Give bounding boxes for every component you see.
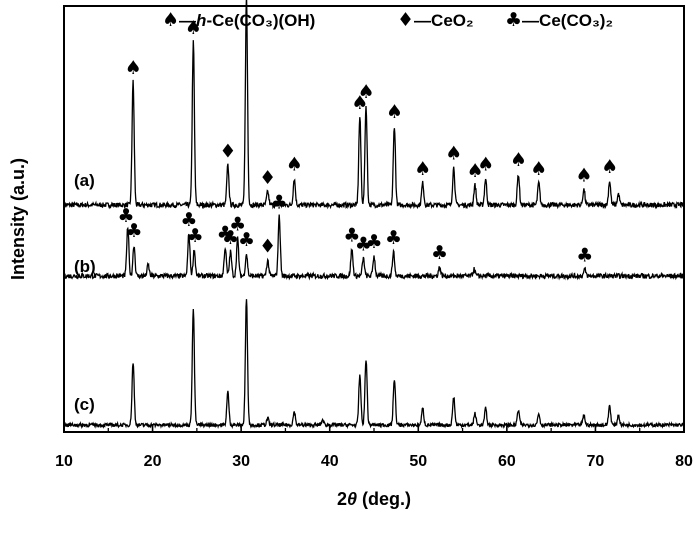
- peak-marker: ♠: [601, 156, 618, 178]
- peak-marker: ♠: [530, 158, 547, 180]
- peak-marker: ♣: [180, 209, 197, 231]
- peak-marker: ♣: [576, 244, 593, 266]
- curve-label-3: (c): [74, 395, 95, 414]
- legend: ♠—h-Ce(CO₃)(OH) ♦—CeO₂ ♣—Ce(CO₃)₂: [162, 9, 613, 31]
- curve-label-1: (a): [74, 171, 95, 190]
- peak-marker: ♠: [357, 81, 374, 103]
- x-tick-label: 40: [321, 453, 339, 470]
- xrd-curve-3: [63, 299, 685, 430]
- legend-entry-1: ♠—h-Ce(CO₃)(OH): [162, 9, 315, 31]
- peak-marker: ♣: [355, 233, 372, 255]
- legend-dash: —: [414, 11, 431, 30]
- peak-marker: ♠: [286, 154, 303, 176]
- legend-label: CeO₂: [431, 11, 474, 30]
- y-axis-label: Intensity (a.u.): [8, 158, 28, 280]
- legend-italic: h: [196, 11, 206, 30]
- peak-marker: ♣: [431, 242, 448, 264]
- x-tick-label: 50: [409, 453, 427, 470]
- x-tick-label: 60: [498, 453, 516, 470]
- peak-marker: ♠: [386, 101, 403, 123]
- plot-frame: [63, 5, 685, 433]
- peak-marker: ♠: [445, 143, 462, 165]
- peak-marker: ♦: [259, 236, 276, 258]
- x-tick-label: 20: [144, 453, 162, 470]
- x-axis-label-prefix: 2: [337, 489, 347, 509]
- legend-label: -Ce(CO₃)(OH): [206, 11, 315, 30]
- peak-marker: ♠: [351, 92, 368, 114]
- peak-marker: ♠: [125, 57, 142, 79]
- peak-marker: ♣: [238, 229, 255, 251]
- curves-group: [63, 0, 685, 430]
- legend-dash: —: [179, 11, 196, 30]
- x-tick-label: 10: [55, 453, 73, 470]
- peak-marker: ♣: [222, 227, 239, 249]
- peak-marker: ♠: [477, 154, 494, 176]
- legend-dash: —: [522, 11, 539, 30]
- x-tick-label: 70: [587, 453, 605, 470]
- curve-labels-group: (a) (b) (c): [74, 171, 96, 414]
- peak-marker: ♣: [217, 222, 234, 244]
- peak-marker: ♣: [271, 192, 288, 214]
- legend-entry-2: ♦—CeO₂: [397, 9, 474, 31]
- peak-marker: ♦: [219, 140, 236, 162]
- legend-entry-3: ♣—Ce(CO₃)₂: [505, 9, 613, 31]
- x-axis-label: 2θ (deg.): [337, 489, 411, 509]
- peak-marker: ♣: [229, 214, 246, 236]
- legend-symbol: ♣: [505, 9, 522, 31]
- peak-marker: ♣: [343, 225, 360, 247]
- peak-marker: ♣: [117, 205, 134, 227]
- xrd-curve-1: [63, 0, 685, 210]
- peak-markers-group: ♠♠♦♠♦♠♠♠♠♠♠♠♠♠♠♠♠♣♣♣♣♣♣♣♣♦♣♣♣♣♣♣♣: [117, 17, 618, 266]
- peak-marker: ♠: [510, 149, 527, 171]
- legend-label: Ce(CO₃)₂: [539, 11, 613, 30]
- x-ticks-group: 10 20 30 40 50 60 70 80: [55, 424, 693, 470]
- xrd-curve-2: [63, 214, 685, 281]
- legend-symbol: ♠: [162, 9, 179, 31]
- peak-marker: ♣: [385, 227, 402, 249]
- peak-marker: ♦: [259, 167, 276, 189]
- peak-marker: ♣: [125, 220, 142, 242]
- x-axis-label-unit: (deg.): [357, 489, 411, 509]
- x-tick-label: 30: [232, 453, 250, 470]
- peak-marker: ♠: [414, 158, 431, 180]
- peak-marker: ♠: [575, 165, 592, 187]
- peak-marker: ♣: [365, 231, 382, 253]
- peak-marker: ♠: [466, 160, 483, 182]
- x-axis-label-variable: θ: [347, 489, 357, 509]
- legend-symbol: ♦: [397, 9, 414, 31]
- peak-marker: ♣: [187, 225, 204, 247]
- peak-marker: ♠: [185, 17, 202, 39]
- x-tick-label: 80: [675, 453, 693, 470]
- curve-label-2: (b): [74, 257, 96, 276]
